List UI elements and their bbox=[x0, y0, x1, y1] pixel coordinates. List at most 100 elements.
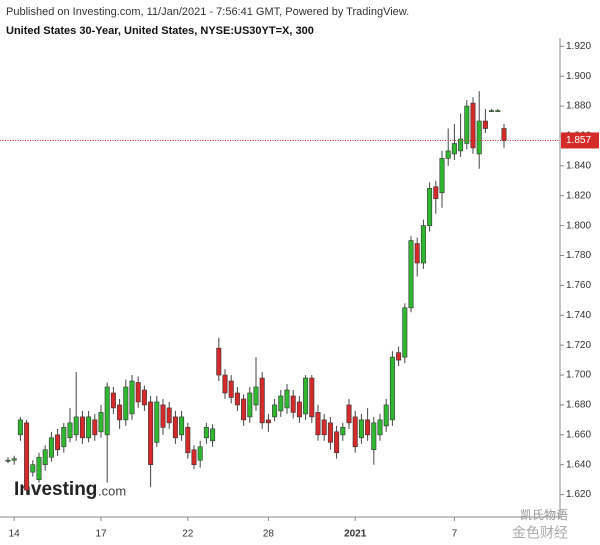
candle-body bbox=[389, 356, 395, 421]
candle-body bbox=[166, 407, 172, 424]
y-tick-label: 1.700 bbox=[566, 370, 591, 381]
y-tick-label: 1.660 bbox=[566, 429, 591, 440]
candle-body bbox=[203, 427, 209, 439]
candle-body bbox=[110, 392, 116, 409]
y-tick-label: 1.720 bbox=[566, 340, 591, 351]
candle-body bbox=[259, 377, 265, 424]
candle-body bbox=[228, 380, 234, 398]
candle-body bbox=[210, 428, 216, 442]
candle-body bbox=[86, 416, 92, 439]
candle-body bbox=[414, 243, 420, 264]
y-tick-label: 1.820 bbox=[566, 190, 591, 201]
last-price-label: 1.857 bbox=[566, 135, 591, 146]
candle-body bbox=[501, 128, 507, 141]
candle-body bbox=[117, 404, 123, 421]
candle-body bbox=[11, 458, 17, 461]
y-tick-label: 1.780 bbox=[566, 250, 591, 261]
candle-body bbox=[383, 404, 389, 427]
candle-body bbox=[222, 374, 228, 394]
candle-body bbox=[141, 389, 147, 406]
y-tick-label: 1.680 bbox=[566, 400, 591, 411]
candle-body bbox=[476, 120, 482, 155]
candle-body bbox=[439, 158, 445, 194]
candle-body bbox=[396, 352, 402, 361]
candle-body bbox=[234, 392, 240, 406]
candle-body bbox=[104, 386, 110, 436]
y-tick-label: 1.800 bbox=[566, 220, 591, 231]
candle-body bbox=[402, 307, 408, 358]
x-tick-label: 14 bbox=[9, 529, 21, 540]
y-tick-label: 1.620 bbox=[566, 489, 591, 500]
candle-body bbox=[377, 419, 383, 436]
candle-body bbox=[327, 422, 333, 443]
logo: Investing bbox=[14, 479, 97, 500]
candle-body bbox=[79, 416, 85, 439]
candle-body bbox=[408, 240, 414, 309]
candle-body bbox=[123, 386, 129, 421]
candle-body bbox=[172, 416, 178, 439]
candle-body bbox=[179, 416, 185, 436]
y-tick-label: 1.900 bbox=[566, 71, 591, 82]
candle-body bbox=[253, 386, 259, 406]
candle-body bbox=[278, 395, 284, 412]
x-tick-label: 17 bbox=[95, 529, 107, 540]
y-tick-label: 1.740 bbox=[566, 310, 591, 321]
candle-body bbox=[427, 187, 433, 226]
candle-body bbox=[296, 401, 302, 418]
y-tick-label: 1.880 bbox=[566, 101, 591, 112]
candle-body bbox=[129, 380, 135, 415]
chart-title: United States 30-Year, United States, NY… bbox=[6, 25, 314, 37]
candle-body bbox=[73, 416, 79, 436]
candle-body bbox=[482, 120, 488, 129]
candle-body bbox=[458, 138, 464, 152]
candle-body bbox=[371, 422, 377, 451]
candle-body bbox=[148, 401, 154, 466]
candle-body bbox=[346, 404, 352, 424]
candle-body bbox=[315, 412, 321, 436]
candle-body bbox=[265, 419, 271, 424]
candle-body bbox=[135, 382, 141, 403]
candle-body bbox=[284, 389, 290, 409]
candle-body bbox=[445, 150, 451, 159]
x-tick-label: 2021 bbox=[344, 529, 367, 540]
candle-body bbox=[340, 427, 346, 436]
y-tick-label: 1.760 bbox=[566, 280, 591, 291]
candle-body bbox=[309, 377, 315, 418]
candle-body bbox=[61, 427, 67, 448]
last-price-box bbox=[561, 132, 599, 149]
candle-body bbox=[5, 459, 11, 462]
x-tick-label: 28 bbox=[263, 529, 275, 540]
candle-body bbox=[303, 377, 309, 415]
candle-body bbox=[433, 186, 439, 200]
y-tick-label: 1.640 bbox=[566, 459, 591, 470]
candle-body bbox=[55, 434, 61, 451]
candle-body bbox=[24, 422, 30, 491]
candle-body bbox=[365, 419, 371, 436]
x-tick-label: 22 bbox=[182, 529, 194, 540]
candle-body bbox=[98, 412, 104, 433]
candle-body bbox=[489, 110, 495, 112]
candle-body bbox=[420, 225, 426, 264]
candle-body bbox=[352, 416, 358, 448]
candle-body bbox=[30, 464, 36, 473]
candle-body bbox=[451, 143, 457, 155]
candle-body bbox=[272, 404, 278, 418]
candle-body bbox=[290, 395, 296, 413]
candle-body bbox=[334, 431, 340, 454]
candle-body bbox=[495, 110, 501, 112]
candle-body bbox=[48, 437, 54, 458]
candle-body bbox=[358, 419, 364, 439]
candle-body bbox=[17, 419, 23, 436]
candle-body bbox=[185, 427, 191, 454]
source-note: Published on Investing.com, 11/Jan/2021 … bbox=[6, 6, 409, 18]
candle-body bbox=[160, 404, 166, 428]
candle-body bbox=[197, 446, 203, 461]
candle-body bbox=[464, 105, 470, 144]
candle-body bbox=[247, 392, 253, 418]
logo-suffix: .com bbox=[98, 483, 126, 498]
watermark: 金色财经 bbox=[512, 525, 568, 541]
candle-body bbox=[191, 449, 197, 466]
candle-body bbox=[36, 456, 42, 480]
candle-body bbox=[92, 419, 98, 436]
